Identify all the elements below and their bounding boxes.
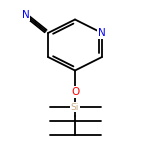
Text: N: N: [98, 28, 106, 38]
Text: Si: Si: [71, 103, 79, 112]
Text: O: O: [71, 87, 79, 97]
Text: N: N: [22, 10, 29, 20]
